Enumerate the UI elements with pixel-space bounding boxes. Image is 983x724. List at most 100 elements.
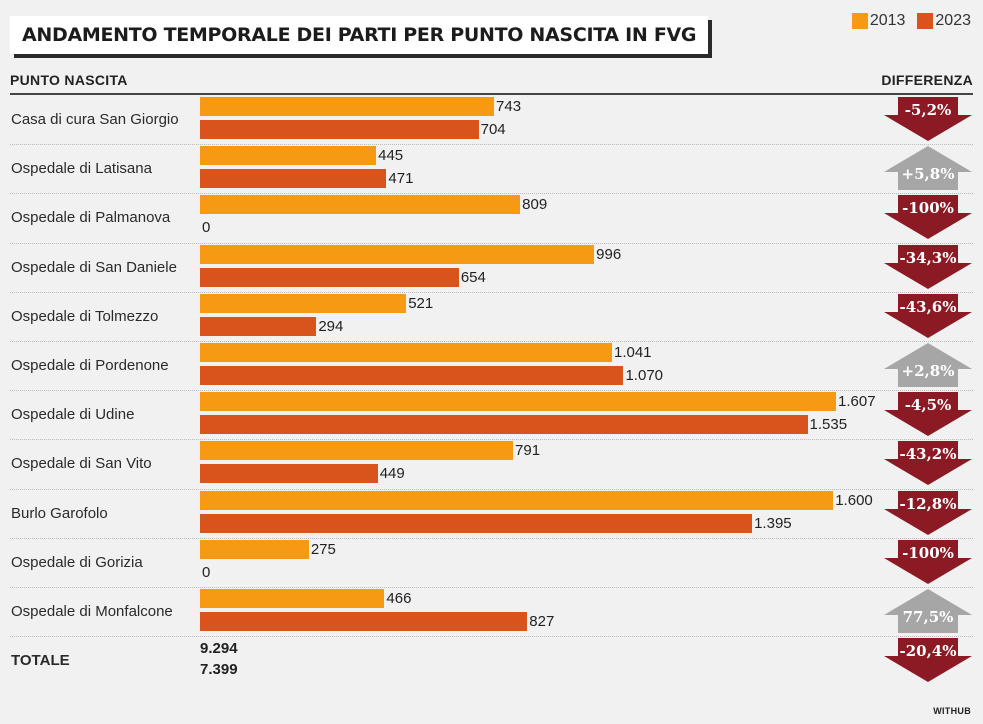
legend-item-2023: 2023	[917, 12, 971, 30]
difference-value: -43,6%	[899, 298, 956, 316]
arrow-up-icon	[884, 343, 972, 387]
difference-value: -43,2%	[899, 445, 956, 463]
value-label-2013: 743	[496, 98, 522, 115]
bar-2013	[200, 97, 495, 116]
value-label-2013: 996	[596, 245, 622, 263]
bar-2013	[200, 293, 407, 313]
difference-arrow: -12,8%	[884, 490, 972, 535]
bar-2013	[200, 589, 385, 608]
row-separator	[10, 341, 973, 342]
value-label-2013: 275	[310, 540, 336, 558]
value-label-2013: 521	[408, 294, 434, 312]
row-label: Ospedale di San Vito	[11, 455, 152, 473]
chart-title-box: ANDAMENTO TEMPORALE DEI PARTI PER PUNTO …	[10, 16, 709, 54]
legend-swatch-2013	[851, 13, 868, 29]
arrow-down-icon	[884, 293, 972, 338]
value-label-2013: 791	[515, 442, 541, 460]
difference-arrow: -100%	[884, 539, 972, 584]
value-label-2023: 0	[202, 219, 211, 237]
row-label: Ospedale di Udine	[11, 406, 135, 424]
row-separator	[10, 242, 973, 244]
row-label: Ospedale di Latisana	[11, 160, 152, 178]
arrow-up-icon	[884, 146, 972, 191]
arrow-down-icon	[884, 244, 972, 289]
difference-value: 77,5%	[903, 608, 954, 626]
row-label: Ospedale di Gorizia	[11, 553, 143, 571]
bar-2013	[200, 441, 514, 461]
difference-value: -12,8%	[899, 495, 956, 513]
value-label-2023: 294	[318, 317, 344, 335]
row-separator	[10, 439, 973, 441]
row-separator	[10, 144, 973, 146]
row-separator	[10, 390, 973, 392]
bar-2023	[200, 464, 378, 484]
value-label-2023: 654	[460, 268, 486, 286]
row-separator	[10, 488, 973, 490]
legend-item-2013: 2013	[851, 12, 906, 30]
row-label: Casa di cura San Giorgio	[11, 111, 179, 128]
bar-2013	[200, 195, 521, 215]
difference-arrow: -5,2%	[884, 97, 972, 141]
difference-value: -34,3%	[899, 249, 956, 267]
arrow-down-icon	[884, 638, 972, 683]
row-separator	[10, 636, 973, 638]
total-2013: 9.294	[200, 640, 238, 658]
difference-value: -20,4%	[899, 642, 956, 660]
total-difference-arrow: -20,4%	[884, 638, 972, 683]
value-label-2023: 471	[388, 170, 414, 188]
header-differenza: DIFFERENZA	[881, 72, 973, 88]
value-label-2023: 704	[480, 121, 506, 138]
value-label-2013: 809	[522, 196, 548, 214]
difference-arrow: -34,3%	[884, 244, 972, 289]
difference-arrow: 77,5%	[884, 589, 972, 633]
difference-arrow: -43,2%	[884, 441, 972, 486]
difference-value: -5,2%	[905, 101, 952, 119]
row-separator	[10, 537, 973, 539]
difference-value: -100%	[902, 544, 954, 562]
difference-value: +5,8%	[902, 165, 955, 183]
difference-arrow: -43,6%	[884, 293, 972, 338]
row-separator	[10, 587, 973, 588]
arrow-down-icon	[884, 490, 972, 535]
arrow-down-icon	[884, 97, 972, 141]
difference-arrow: +5,8%	[884, 146, 972, 191]
legend-label-2023: 2023	[935, 12, 971, 29]
difference-value: -4,5%	[905, 396, 952, 414]
bar-2023	[200, 120, 479, 139]
arrow-down-icon	[884, 539, 972, 584]
difference-value: -100%	[902, 199, 954, 217]
header-punto-nascita: PUNTO NASCITA	[10, 72, 128, 88]
bar-2023	[200, 267, 459, 287]
row-label: Ospedale di Tolmezzo	[11, 307, 159, 325]
row-separator	[10, 193, 973, 195]
value-label-2013: 1.607	[838, 393, 876, 411]
arrow-down-icon	[884, 441, 972, 486]
bar-2023	[200, 316, 317, 336]
difference-arrow: -4,5%	[884, 392, 972, 437]
bar-2023	[200, 366, 624, 385]
arrow-up-icon	[884, 589, 972, 633]
value-label-2013: 1.600	[835, 491, 873, 509]
value-label-2013: 466	[386, 590, 412, 607]
legend-label-2013: 2013	[869, 12, 906, 29]
difference-arrow: -100%	[884, 195, 972, 240]
total-2023: 7.399	[200, 661, 238, 679]
value-label-2013: 1.041	[613, 344, 652, 361]
legend: 2013 2023	[846, 12, 971, 30]
value-label-2023: 1.395	[754, 514, 792, 532]
value-label-2013: 445	[378, 147, 404, 165]
arrow-down-icon	[884, 195, 972, 240]
row-separator	[10, 291, 973, 293]
bar-2023	[200, 415, 808, 435]
value-label-2023: 1.535	[809, 416, 848, 434]
bar-2013	[200, 244, 595, 264]
bar-2023	[200, 612, 528, 631]
row-label: Ospedale di Monfalcone	[11, 603, 173, 620]
row-label: Ospedale di Palmanova	[11, 209, 171, 227]
arrow-down-icon	[884, 392, 972, 437]
value-label-2023: 1.070	[625, 367, 664, 384]
value-label-2023: 0	[202, 563, 211, 581]
row-label: Ospedale di Pordenone	[11, 357, 169, 374]
difference-value: +2,8%	[902, 362, 955, 380]
bar-2023	[200, 513, 753, 533]
